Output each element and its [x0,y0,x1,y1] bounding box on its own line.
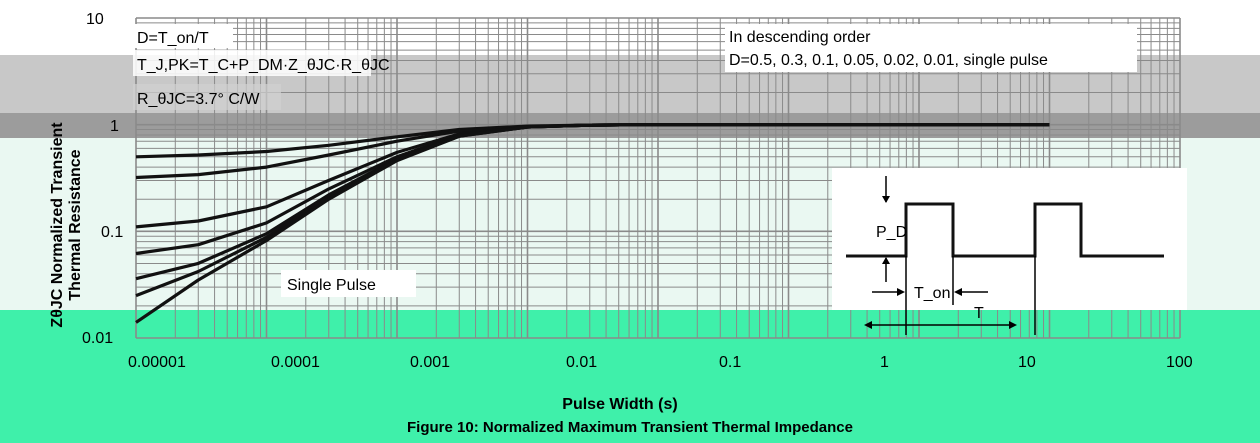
curves [135,123,1050,324]
inset-background [832,168,1187,310]
y-tick-label-10: 10 [86,11,104,28]
y-axis-label-line1: ZθJC Normalized Transient [49,122,66,328]
duty-definition-text: D=T_on/T [137,30,209,47]
order-line1: In descending order [729,29,871,46]
ton-arrow-left-head [897,288,905,296]
x-tick-label-7: 100 [1166,354,1193,371]
y-tick-label-0.01: 0.01 [82,330,113,347]
single-pulse-text: Single Pulse [287,277,376,294]
x-tick-label-0: 0.00001 [128,354,186,371]
t-arrow-left-head [864,321,872,329]
y-axis-label-line2: Thermal Resistance [67,149,84,300]
pulse-waveform-line [846,202,1164,258]
pulse-waveform-inset: P_D T_on [832,168,1187,310]
ton-arrow-right-head [954,288,962,296]
x-tick-label-2: 0.001 [410,354,450,371]
t-arrow-right-head [1009,321,1017,329]
ton-label: T_on [914,285,950,302]
order-line2: D=0.5, 0.3, 0.1, 0.05, 0.02, 0.01, singl… [729,52,1048,69]
junction-formula-text: T_J,PK=T_C+P_DM·Z_θJC·R_θJC [137,57,390,74]
y-tick-label-1: 1 [110,118,119,135]
chart-caption: Figure 10: Normalized Maximum Transient … [407,419,853,436]
x-tick-label-6: 10 [1018,354,1036,371]
x-tick-label-4: 0.1 [719,354,741,371]
pd-label: P_D [876,224,907,241]
x-tick-label-1: 0.0001 [271,354,320,371]
r-theta-text: R_θJC=3.7° C/W [137,91,260,108]
t-label: T [974,305,984,322]
series-line-6 [135,123,1050,324]
pd-arrow-top-head [882,196,890,203]
duty-definition-box [133,24,233,48]
order-box [725,24,1137,72]
y-tick-label-0.1: 0.1 [101,224,123,241]
pd-arrow-bottom-head [882,257,890,264]
junction-formula-box [133,50,371,76]
x-axis-label: Pulse Width (s) [562,396,677,413]
r-theta-box [133,84,281,110]
single-pulse-box [281,270,416,297]
x-tick-label-5: 1 [880,354,889,371]
x-tick-label-3: 0.01 [566,354,597,371]
